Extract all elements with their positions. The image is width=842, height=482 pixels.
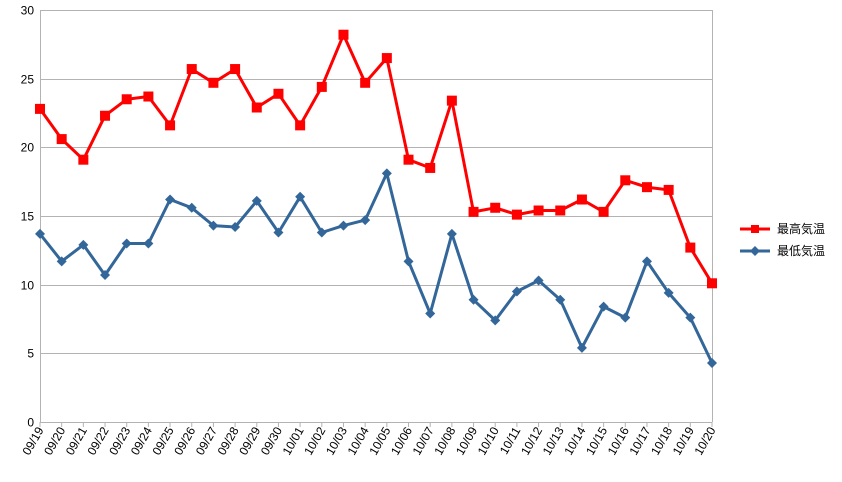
data-point — [620, 312, 631, 323]
data-point — [555, 205, 566, 216]
data-point — [121, 238, 132, 249]
axes — [39, 10, 713, 427]
y-tick-label: 30 — [21, 4, 35, 18]
data-point — [251, 102, 262, 113]
data-point — [685, 242, 696, 253]
data-point — [316, 227, 327, 238]
data-point — [360, 77, 371, 88]
data-point — [663, 184, 674, 195]
data-point — [425, 308, 436, 319]
data-point — [641, 256, 652, 267]
data-point — [208, 77, 219, 88]
series-1 — [35, 29, 717, 289]
data-point — [576, 194, 587, 205]
legend-label: 最低気温 — [777, 243, 825, 258]
data-point — [78, 154, 89, 165]
data-point — [446, 95, 457, 106]
legend-item: 最高気温 — [740, 221, 825, 236]
data-point — [641, 182, 652, 193]
data-point — [316, 81, 327, 92]
data-point — [511, 286, 522, 297]
data-point — [598, 206, 609, 217]
data-point — [143, 238, 154, 249]
data-point — [273, 88, 284, 99]
data-point — [381, 168, 392, 179]
y-tick-label: 10 — [21, 279, 35, 293]
data-point — [273, 227, 284, 238]
y-tick-label: 20 — [21, 141, 35, 155]
y-tick-label: 5 — [27, 347, 34, 361]
data-point — [620, 175, 631, 186]
x-tick-label: 10/10 — [475, 424, 502, 457]
y-tick-label: 25 — [21, 73, 35, 87]
y-tick-label: 15 — [21, 210, 35, 224]
data-point — [208, 220, 219, 231]
data-point — [425, 162, 436, 173]
data-point — [56, 134, 67, 145]
series-lines — [35, 29, 717, 368]
gridlines — [40, 10, 712, 423]
data-point — [230, 221, 241, 232]
data-point — [707, 278, 717, 289]
data-point — [35, 103, 45, 114]
data-point — [598, 301, 609, 312]
data-point — [576, 342, 587, 353]
series-2 — [35, 168, 717, 368]
legend-marker — [751, 225, 759, 233]
y-tick-label: 0 — [27, 416, 34, 430]
data-point — [78, 239, 89, 250]
data-point — [143, 91, 154, 102]
data-point — [490, 202, 501, 213]
data-point — [295, 120, 306, 131]
x-axis-tick-labels: 09/1909/2009/2109/2209/2309/2409/2509/26… — [19, 424, 718, 457]
data-point — [533, 275, 544, 286]
data-point — [446, 228, 457, 239]
data-point — [403, 256, 414, 267]
data-point — [403, 154, 414, 165]
data-point — [490, 315, 501, 326]
data-point — [295, 191, 306, 202]
data-point — [468, 206, 479, 217]
data-point — [121, 94, 132, 105]
data-point — [663, 287, 674, 298]
data-point — [56, 256, 67, 267]
data-point — [100, 110, 111, 121]
data-point — [338, 220, 349, 231]
data-point — [511, 209, 522, 220]
data-point — [685, 312, 696, 323]
data-point — [186, 202, 197, 213]
data-point — [165, 194, 176, 205]
data-point — [251, 195, 262, 206]
data-point — [360, 215, 371, 226]
data-point — [555, 294, 566, 305]
legend-label: 最高気温 — [777, 221, 825, 236]
data-point — [230, 64, 241, 75]
y-axis-tick-labels: 0 5 10 15 20 25 30 — [21, 4, 35, 430]
data-point — [186, 64, 197, 75]
data-point — [468, 294, 479, 305]
data-point — [35, 228, 45, 239]
series-line — [38, 171, 714, 364]
legend-item: 最低気温 — [740, 243, 825, 258]
series-line — [38, 33, 714, 285]
data-point — [707, 357, 717, 368]
data-point — [100, 270, 111, 281]
data-point — [165, 120, 176, 131]
x-tick-label: 10/20 — [691, 424, 718, 457]
legend-marker — [750, 246, 760, 256]
data-point — [338, 29, 349, 40]
data-point — [381, 53, 392, 64]
data-point — [533, 205, 544, 216]
